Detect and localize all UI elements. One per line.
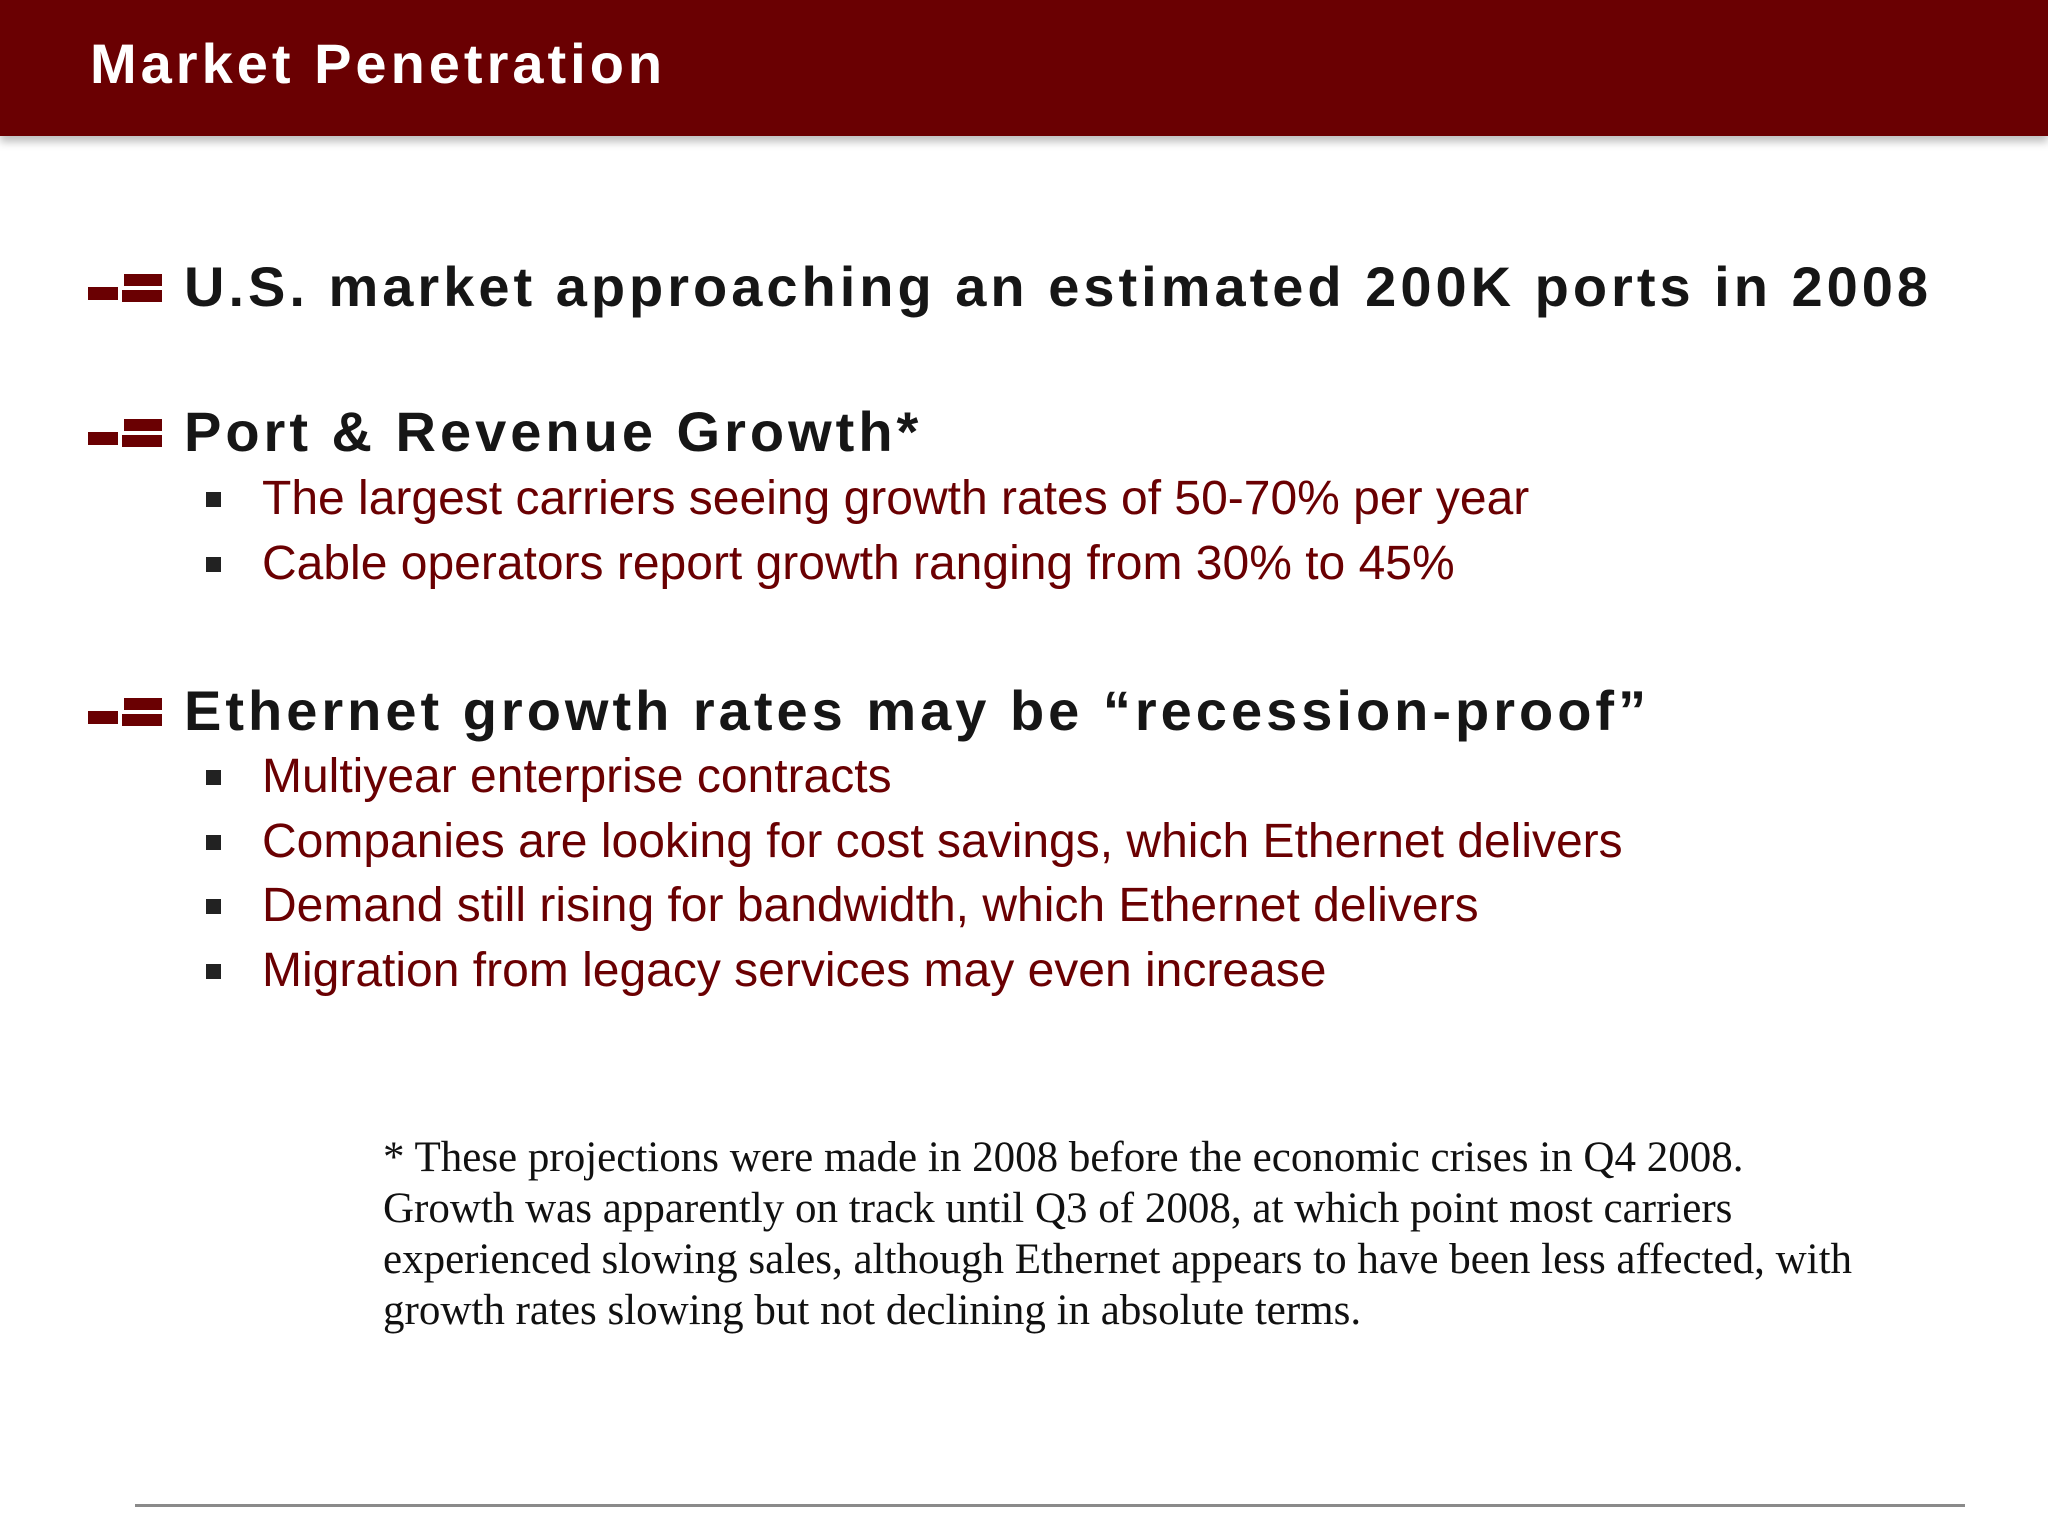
sub-bullet-text: Demand still rising for bandwidth, which… [262,879,1479,932]
brick-bullet-icon [88,274,162,302]
title-bar: Market Penetration [0,0,2048,136]
sub-bullet: Multiyear enterprise contracts [206,746,892,808]
footer-divider [135,1504,1965,1507]
bullet-heading: U.S. market approaching an estimated 200… [184,255,1933,318]
slide-title: Market Penetration [90,32,667,95]
sub-bullet: Companies are looking for cost savings, … [206,811,1623,873]
brick-bullet-icon [88,419,162,447]
bullet-port-revenue-growth: Port & Revenue Growth* [88,397,922,467]
footnote-line: experienced slowing sales, although Ethe… [383,1236,1853,1283]
sub-bullet-text: Multiyear enterprise contracts [262,750,892,803]
square-bullet-icon [206,834,221,850]
bullet-heading: Port & Revenue Growth* [184,400,923,463]
square-bullet-icon [206,769,221,785]
sub-bullet: Cable operators report growth ranging fr… [206,533,1455,595]
square-bullet-icon [206,963,221,979]
sub-bullet-text: Companies are looking for cost savings, … [262,815,1623,868]
sub-bullet: Demand still rising for bandwidth, which… [206,875,1479,937]
footnote-line: Growth was apparently on track until Q3 … [383,1185,1733,1232]
sub-bullet-text: Migration from legacy services may even … [262,944,1327,997]
bullet-market-ports: U.S. market approaching an estimated 200… [88,252,1932,322]
sub-bullet-text: Cable operators report growth ranging fr… [262,537,1455,590]
sub-bullet-text: The largest carriers seeing growth rates… [262,472,1530,525]
footnote: * These projections were made in 2008 be… [383,1132,1983,1336]
brick-bullet-icon [88,698,162,726]
sub-bullet: The largest carriers seeing growth rates… [206,468,1529,530]
square-bullet-icon [206,556,221,572]
sub-bullet: Migration from legacy services may even … [206,940,1326,1002]
square-bullet-icon [206,491,221,507]
bullet-recession-proof: Ethernet growth rates may be “recession-… [88,676,1650,746]
square-bullet-icon [206,898,221,914]
footnote-line: * These projections were made in 2008 be… [383,1134,1744,1181]
footnote-line: growth rates slowing but not declining i… [383,1287,1362,1334]
bullet-heading: Ethernet growth rates may be “recession-… [184,679,1651,742]
